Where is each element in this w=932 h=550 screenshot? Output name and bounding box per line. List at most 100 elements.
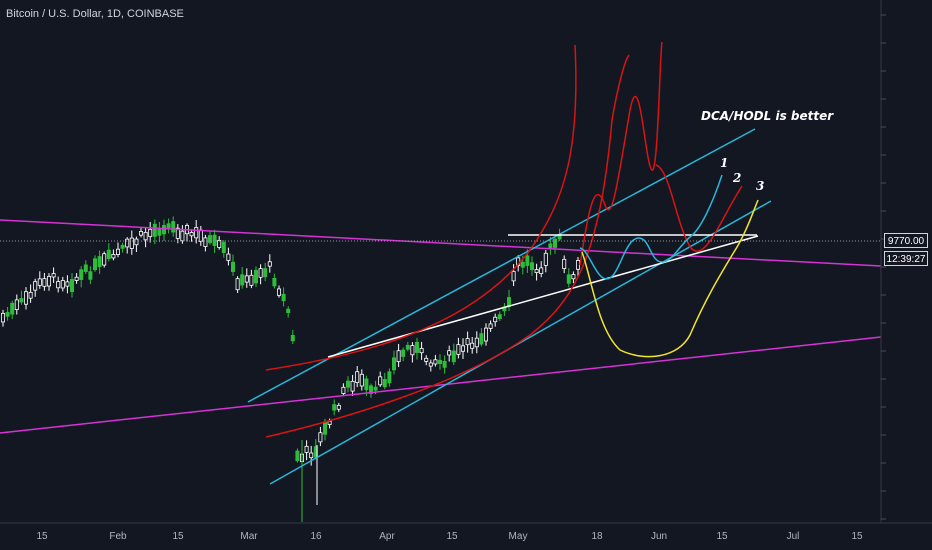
candle-body xyxy=(373,386,378,391)
magenta-resistance-line xyxy=(0,219,882,267)
x-axis-label: 18 xyxy=(591,531,603,542)
candle-body xyxy=(345,380,350,388)
candle-body xyxy=(451,350,456,363)
x-axis-label: 15 xyxy=(172,531,184,542)
candle-body xyxy=(442,360,447,368)
candle-body xyxy=(70,279,75,293)
candle-body xyxy=(152,223,157,237)
candle-body xyxy=(253,269,258,284)
candle-body xyxy=(166,223,171,228)
channel-lower-line xyxy=(269,200,772,485)
candle-body xyxy=(258,268,263,278)
parabolic-curve-outer xyxy=(265,44,577,371)
candle-body xyxy=(350,380,355,392)
candle-body xyxy=(511,271,516,282)
candle-body xyxy=(175,227,180,239)
candle-body xyxy=(235,278,240,291)
candle-body xyxy=(143,231,148,241)
candle-body xyxy=(226,253,231,261)
candle-body xyxy=(414,341,419,353)
candle-body xyxy=(93,258,98,271)
candle-body xyxy=(309,452,314,459)
candle-body xyxy=(37,278,42,286)
candle-body xyxy=(56,281,61,289)
candle-body xyxy=(148,228,153,237)
candle-body xyxy=(0,312,6,323)
candle-body xyxy=(267,261,272,267)
candle-body xyxy=(19,298,24,303)
x-axis-label: May xyxy=(508,531,528,542)
candle-body xyxy=(290,334,295,342)
candle-body xyxy=(525,255,530,266)
candle-body xyxy=(129,237,134,249)
candle-body xyxy=(401,349,406,357)
candle-body xyxy=(566,274,571,284)
candle-body xyxy=(304,445,309,453)
candle-body xyxy=(97,256,102,268)
candle-body xyxy=(465,338,470,346)
candle-body xyxy=(106,249,111,259)
x-axis-label: Jun xyxy=(650,531,668,542)
parabolic-spike-path xyxy=(579,41,663,266)
parabolic-curve-mid xyxy=(265,54,630,438)
candle-body xyxy=(359,373,364,387)
candle-body xyxy=(244,275,249,283)
candle-body xyxy=(276,288,281,296)
candle-body xyxy=(368,385,373,394)
candle-body xyxy=(79,269,84,280)
candle-body xyxy=(322,421,327,435)
magenta-support-line xyxy=(0,336,882,434)
candle-body xyxy=(539,267,544,274)
scenario-2-label: 2 xyxy=(733,171,742,185)
candle-body xyxy=(295,450,300,462)
candle-body xyxy=(410,345,415,356)
candle-body xyxy=(240,274,245,286)
candle-body xyxy=(272,277,277,287)
candle-body xyxy=(263,268,268,278)
x-axis-label: Jul xyxy=(786,531,800,542)
candle-body xyxy=(534,269,539,274)
candle-body xyxy=(65,281,70,287)
candle-body xyxy=(341,386,346,394)
candle-body xyxy=(530,262,535,271)
candle-body xyxy=(217,240,222,248)
candle-body xyxy=(42,278,47,287)
chart-axes xyxy=(0,0,932,524)
candle-body xyxy=(47,276,52,287)
candle-body xyxy=(60,280,65,289)
scenario-3-path xyxy=(581,199,759,358)
chart-title: Bitcoin / U.S. Dollar, 1D, COINBASE xyxy=(6,8,184,20)
candle-body xyxy=(355,371,360,383)
candle-body xyxy=(424,357,429,362)
candle-body xyxy=(249,274,254,286)
candle-body xyxy=(364,378,369,391)
candle-body xyxy=(447,350,452,356)
candle-body xyxy=(120,244,125,249)
candle-body xyxy=(125,238,130,248)
candle-body xyxy=(548,243,553,249)
candle-body xyxy=(479,333,484,345)
candle-body xyxy=(171,221,176,233)
candle-body xyxy=(161,225,166,235)
candle-body xyxy=(571,274,576,280)
candle-body xyxy=(382,379,387,388)
candle-body xyxy=(520,261,525,268)
rising-support-line xyxy=(327,235,759,358)
x-axis-label: 15 xyxy=(716,531,728,542)
candle-body xyxy=(51,273,56,278)
candle-body xyxy=(10,302,15,315)
candle-body xyxy=(33,281,38,291)
candle-body xyxy=(230,261,235,272)
channel-upper-line xyxy=(247,128,756,403)
candle-body xyxy=(474,337,479,348)
candle-body xyxy=(189,232,194,237)
candle-body xyxy=(493,316,498,323)
candle-body xyxy=(332,404,337,411)
candle-body xyxy=(138,231,143,236)
candle-body xyxy=(497,314,502,320)
candle-body xyxy=(14,299,19,311)
x-axis-label: Apr xyxy=(379,531,395,542)
candle-body xyxy=(543,252,548,266)
scenario-1-label: 1 xyxy=(720,156,729,170)
